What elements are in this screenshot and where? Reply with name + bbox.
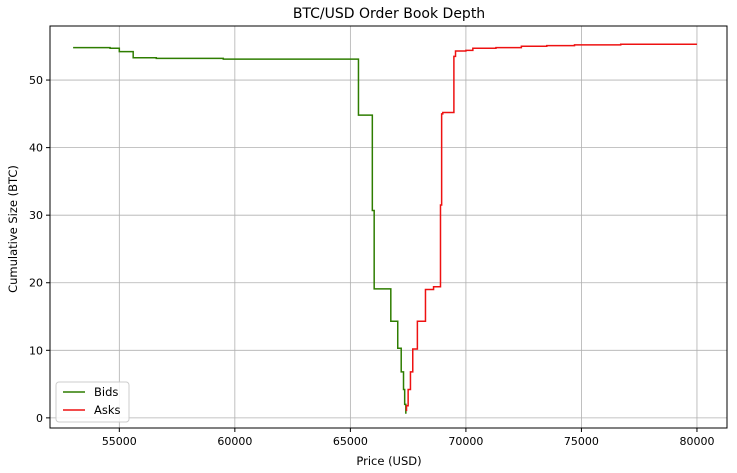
y-axis-label: Cumulative Size (BTC) (6, 165, 20, 293)
x-tick-label: 70000 (448, 435, 483, 448)
legend-asks-label: Asks (94, 403, 121, 417)
chart-title: BTC/USD Order Book Depth (293, 6, 485, 22)
x-tick-label: 80000 (679, 435, 714, 448)
x-tick-label: 60000 (217, 435, 252, 448)
x-tick-label: 65000 (333, 435, 368, 448)
plot-frame (49, 25, 728, 429)
grid (50, 26, 727, 428)
y-tick-label: 30 (29, 209, 43, 222)
x-tick-label: 55000 (102, 435, 137, 448)
y-tick-label: 0 (36, 412, 43, 425)
y-tick-label: 10 (29, 344, 43, 357)
y-tick-label: 40 (29, 142, 43, 155)
x-tick-label: 75000 (564, 435, 599, 448)
y-tick-label: 50 (29, 74, 43, 87)
series-lines (73, 43, 697, 414)
asks-depth-line (405, 43, 697, 412)
legend: Bids Asks (55, 381, 130, 423)
legend-bids-label: Bids (94, 385, 118, 399)
x-axis-label: Price (USD) (356, 454, 421, 468)
ticks: 55000 60000 65000 70000 75000 80000 0 10 20 30 40 5… (29, 74, 714, 448)
bids-depth-line (73, 46, 407, 414)
y-tick-label: 20 (29, 277, 43, 290)
